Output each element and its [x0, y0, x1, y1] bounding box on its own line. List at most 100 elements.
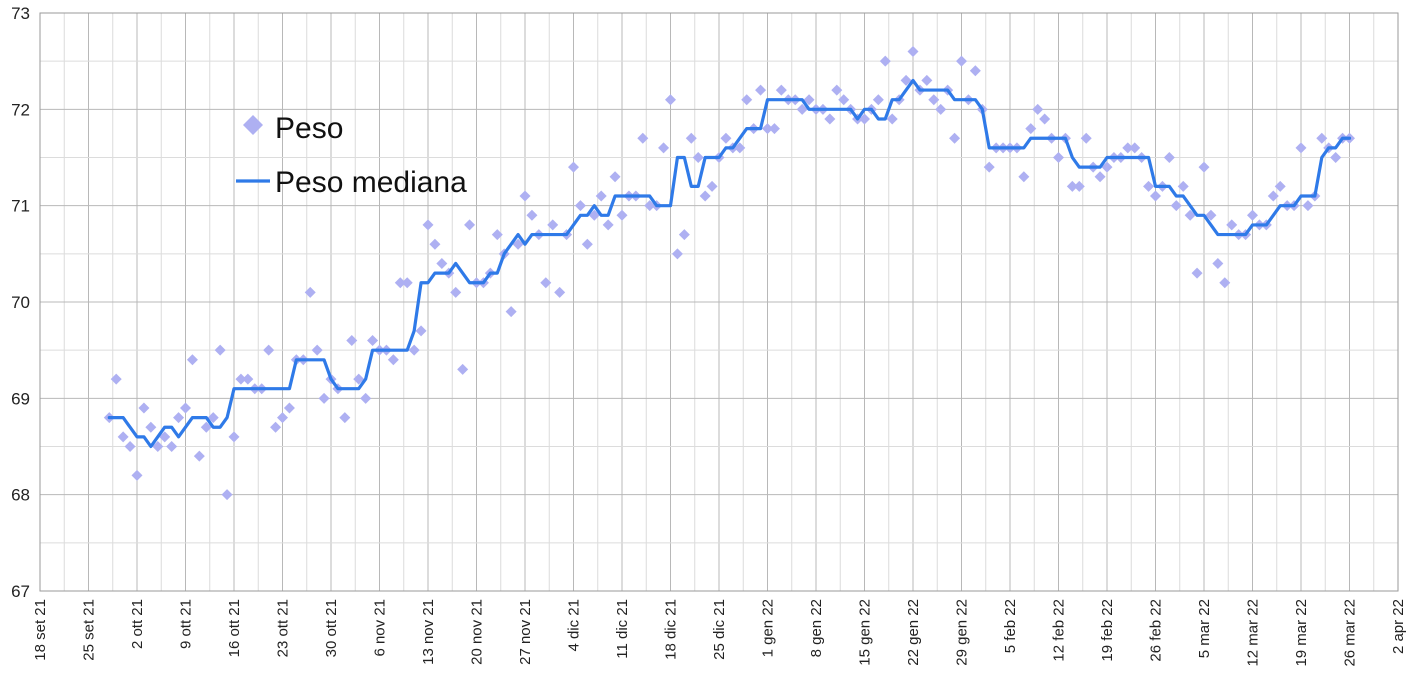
plot-frame [39, 12, 1399, 592]
legend-peso-diamond-icon [243, 115, 263, 135]
peso-point [394, 277, 406, 289]
x-tick-label: 15 gen 22 [857, 599, 874, 666]
peso-point [1198, 161, 1210, 173]
peso-point [235, 373, 247, 385]
peso-point [1267, 190, 1279, 202]
x-tick-label: 8 gen 22 [808, 599, 825, 657]
peso-point [339, 412, 351, 424]
peso-point [221, 489, 233, 501]
peso-point [526, 209, 538, 221]
peso-point [353, 373, 365, 385]
peso-point [228, 431, 240, 443]
y-tick-label: 71 [11, 197, 30, 216]
peso-point [360, 392, 372, 404]
x-tick-label: 2 apr 22 [1390, 599, 1407, 654]
x-tick-label: 1 gen 22 [760, 599, 777, 657]
peso-point [1205, 209, 1217, 221]
peso-point [131, 469, 143, 481]
peso-point [1295, 142, 1307, 154]
peso-point [1025, 123, 1037, 135]
peso-point [554, 286, 566, 298]
x-tick-label: 18 set 21 [32, 599, 49, 661]
peso-point [1143, 180, 1155, 192]
peso-point [949, 132, 961, 144]
peso-point [706, 180, 718, 192]
peso-point [311, 344, 323, 356]
peso-point [796, 103, 808, 115]
peso-point [457, 363, 469, 375]
x-tick-label: 12 mar 22 [1245, 599, 1262, 667]
peso-point [401, 277, 413, 289]
peso-point [699, 190, 711, 202]
peso-point [803, 94, 815, 106]
x-tick-label: 30 ott 21 [323, 599, 340, 657]
x-tick-label: 26 mar 22 [1342, 599, 1359, 667]
x-tick-label: 6 nov 21 [372, 599, 389, 657]
peso-point [879, 55, 891, 67]
peso-point [671, 248, 683, 260]
peso-point [637, 132, 649, 144]
peso-point [928, 94, 940, 106]
x-tick-labels: 18 set 21 25 set 21 2 ott 21 9 ott 21 16 ott… [32, 599, 1407, 667]
peso-point [886, 113, 898, 125]
peso-point [200, 421, 212, 433]
peso-point [1150, 190, 1161, 202]
peso-point [1101, 161, 1113, 173]
peso-point [159, 431, 171, 443]
peso-point [741, 94, 753, 106]
peso-point [1330, 152, 1342, 163]
peso-point [304, 286, 316, 298]
peso-point [207, 412, 219, 424]
peso-point [138, 402, 150, 414]
peso-point [872, 94, 884, 106]
peso-point [588, 209, 600, 221]
peso-point [422, 219, 434, 231]
peso-point [186, 354, 198, 366]
peso-point [519, 190, 531, 202]
peso-point [346, 335, 358, 347]
peso-point [491, 229, 503, 241]
peso-point [956, 55, 967, 67]
peso-point [983, 161, 995, 173]
peso-point [180, 402, 191, 414]
peso-point [464, 219, 476, 231]
legend-peso-label: Peso [275, 112, 343, 145]
peso-point [838, 94, 850, 106]
peso-point [1191, 267, 1203, 279]
peso-point [1039, 113, 1051, 125]
peso-point [921, 74, 933, 86]
peso-point [1080, 132, 1092, 144]
peso-point [193, 450, 205, 462]
peso-point [609, 171, 621, 183]
x-tick-label: 2 ott 21 [129, 599, 146, 649]
peso-point [616, 209, 628, 221]
peso-point [1053, 152, 1064, 163]
peso-point [152, 441, 164, 452]
peso-point [685, 132, 697, 144]
x-tick-label: 16 ott 21 [226, 599, 243, 657]
peso-point [429, 238, 441, 250]
peso-point [263, 344, 275, 356]
peso-point [1018, 171, 1030, 183]
peso-point [935, 103, 947, 115]
peso-point [408, 344, 420, 356]
x-tick-label: 25 set 21 [81, 599, 98, 661]
peso-point [1247, 209, 1258, 221]
x-tick-label: 13 nov 21 [420, 599, 437, 665]
peso-point [581, 238, 593, 250]
y-tick-labels: 67 68 69 70 71 72 73 [11, 4, 30, 601]
peso-point [755, 84, 767, 96]
peso-point [1129, 142, 1141, 154]
y-tick-label: 68 [11, 486, 30, 505]
y-tick-label: 69 [11, 389, 30, 408]
peso-point [831, 84, 843, 96]
x-tick-label: 29 gen 22 [954, 599, 971, 666]
x-tick-label: 4 dic 21 [566, 599, 583, 652]
peso-point [270, 421, 282, 433]
peso-point [367, 335, 379, 347]
peso-point [1094, 171, 1106, 183]
y-tick-label: 70 [11, 293, 30, 312]
peso-point [166, 441, 178, 452]
series-peso-markers [103, 46, 1355, 501]
peso-point [436, 257, 448, 269]
